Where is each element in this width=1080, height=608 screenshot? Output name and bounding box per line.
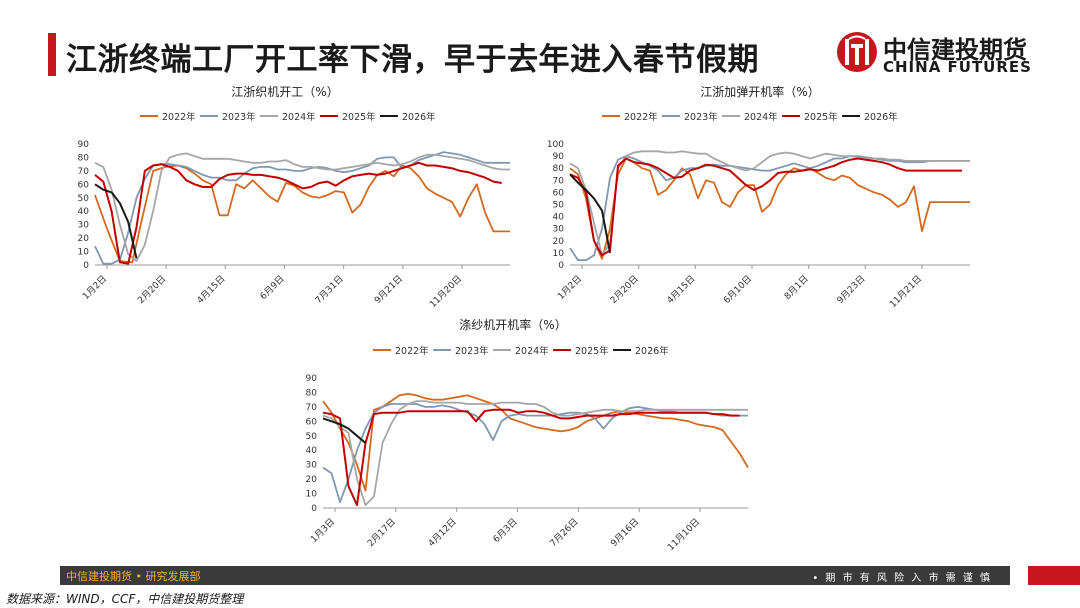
legend-label: 2026年 xyxy=(402,111,436,123)
series-line-2022年 xyxy=(569,157,970,260)
x-tick-label: 11月10日 xyxy=(665,516,702,553)
legend-label: 2024年 xyxy=(744,111,778,123)
x-tick-label: 1月3日 xyxy=(309,516,338,545)
x-tick-label: 2月17日 xyxy=(365,516,398,549)
logo-text-cn: 中信建投期货 xyxy=(883,36,1027,64)
series-line-2025年 xyxy=(322,408,740,507)
legend-label: 2025年 xyxy=(342,111,376,123)
chart-title: 江浙加弹开机率（%） xyxy=(700,84,819,99)
y-tick-label: 50 xyxy=(306,432,318,442)
legend-label: 2026年 xyxy=(864,111,898,123)
legend-label: 2023年 xyxy=(222,111,256,123)
series-line-2024年 xyxy=(322,400,748,507)
y-tick-label: 0 xyxy=(311,504,317,514)
series-line-2023年 xyxy=(569,155,970,262)
y-tick-label: 30 xyxy=(78,221,90,231)
y-tick-label: 0 xyxy=(558,261,564,271)
y-tick-label: 20 xyxy=(78,234,90,244)
y-tick-label: 80 xyxy=(78,153,90,163)
x-tick-label: 7月26日 xyxy=(548,516,581,549)
chart-title: 涤纱机开机率（%） xyxy=(459,317,566,332)
x-tick-label: 4月12日 xyxy=(426,516,459,549)
logo-text-en: CHINA FUTURES xyxy=(883,58,1032,76)
x-tick-label: 9月21日 xyxy=(372,273,405,306)
y-tick-label: 70 xyxy=(553,176,565,186)
y-tick-label: 80 xyxy=(553,164,565,174)
y-tick-label: 70 xyxy=(306,403,318,413)
y-tick-label: 30 xyxy=(306,461,318,471)
x-tick-label: 9月23日 xyxy=(835,273,868,306)
y-tick-label: 100 xyxy=(547,140,564,150)
x-tick-label: 2月20日 xyxy=(136,273,169,306)
x-tick-label: 11月20日 xyxy=(427,273,464,310)
title-accent-bar xyxy=(48,33,56,76)
chart-polyester-yarn-rate: 涤纱机开机率（%） 2022年 2023年 2024年 2025年 2026年 0 10 20 3… xyxy=(306,317,749,553)
series-line-2025年 xyxy=(94,161,502,265)
series-line-2024年 xyxy=(569,150,970,257)
y-tick-label: 40 xyxy=(553,213,565,223)
y-tick-label: 90 xyxy=(306,374,318,384)
x-tick-label: 1月2日 xyxy=(556,273,585,302)
y-tick-label: 0 xyxy=(83,261,89,271)
x-tick-label: 4月15日 xyxy=(195,273,228,306)
x-tick-label: 1月2日 xyxy=(81,273,110,302)
x-tick-label: 6月10日 xyxy=(721,273,754,306)
footer-bar: 中信建投期货 • 研究发展部 • 期 市 有 风 险 入 市 需 谨 慎 xyxy=(60,566,1010,585)
y-tick-label: 90 xyxy=(78,140,90,150)
y-tick-label: 20 xyxy=(306,475,318,485)
y-tick-label: 50 xyxy=(78,194,90,204)
y-tick-label: 70 xyxy=(78,167,90,177)
china-futures-logo-icon xyxy=(837,32,877,72)
data-source-note: 数据来源：WIND，CCF，中信建投期货整理 xyxy=(6,592,244,606)
x-tick-label: 2月20日 xyxy=(608,273,641,306)
x-tick-label: 6月9日 xyxy=(258,273,287,302)
y-tick-label: 80 xyxy=(306,388,318,398)
company-logo: 中信建投期货 CHINA FUTURES xyxy=(835,28,1045,78)
series-line-2022年 xyxy=(322,393,749,492)
chart-title: 江浙织机开工（%） xyxy=(231,85,338,99)
y-tick-label: 10 xyxy=(78,248,90,258)
legend-label: 2022年 xyxy=(624,111,658,123)
chart-texturing-rate: 江浙加弹开机率（%） 2022年 2023年 2024年 2025年 2026年 0 10 20… xyxy=(547,84,970,310)
legend-label: 2024年 xyxy=(515,345,549,357)
series-line-2024年 xyxy=(94,152,510,262)
legend-label: 2024年 xyxy=(282,111,316,123)
y-tick-label: 60 xyxy=(78,180,90,190)
series-line-2023年 xyxy=(322,403,748,504)
series-line-2026年 xyxy=(322,417,367,444)
y-tick-label: 90 xyxy=(553,152,565,162)
y-tick-label: 40 xyxy=(306,446,318,456)
x-tick-label: 7月31日 xyxy=(313,273,346,306)
legend-label: 2026年 xyxy=(635,345,669,357)
y-tick-label: 20 xyxy=(553,237,565,247)
legend-label: 2022年 xyxy=(162,111,196,123)
y-tick-label: 10 xyxy=(306,490,318,500)
page-title: 江浙终端工厂开工率下滑，早于去年进入春节假期 xyxy=(66,42,759,78)
x-tick-label: 6月3日 xyxy=(491,516,520,545)
y-tick-label: 40 xyxy=(78,207,90,217)
series-line-2026年 xyxy=(569,173,611,254)
y-tick-label: 60 xyxy=(553,188,565,198)
legend-label: 2025年 xyxy=(575,345,609,357)
y-tick-label: 50 xyxy=(553,201,565,211)
series-line-2026年 xyxy=(94,183,138,259)
x-tick-label: 9月16日 xyxy=(609,516,642,549)
footer-risk-warning: • 期 市 有 风 险 入 市 需 谨 慎 xyxy=(812,573,992,584)
footer-red-block xyxy=(1028,566,1080,585)
footer-department: 中信建投期货 • 研究发展部 xyxy=(66,570,201,583)
series-line-2025年 xyxy=(569,157,962,257)
y-tick-label: 60 xyxy=(306,417,318,427)
y-tick-label: 10 xyxy=(553,249,565,259)
legend-label: 2025年 xyxy=(804,111,838,123)
legend-label: 2023年 xyxy=(455,345,489,357)
series-line-2022年 xyxy=(94,164,510,264)
x-tick-label: 4月15日 xyxy=(665,273,698,306)
legend-label: 2022年 xyxy=(395,345,429,357)
x-tick-label: 11月21日 xyxy=(887,273,924,310)
legend-label: 2023年 xyxy=(684,111,718,123)
chart-weaving-rate: 江浙织机开工（%） 2022年 2023年 2024年 2025年 2026年 0 10 20 3… xyxy=(78,85,510,310)
x-tick-label: 8月1日 xyxy=(782,273,811,302)
y-tick-label: 30 xyxy=(553,225,565,235)
